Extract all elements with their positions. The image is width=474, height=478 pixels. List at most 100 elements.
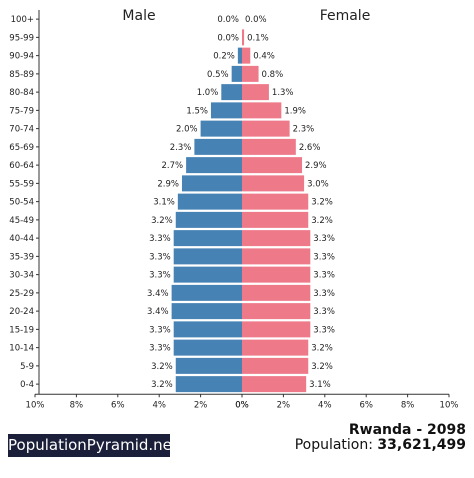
x-tick-label: 4%: [318, 400, 332, 410]
male-bar: [194, 138, 242, 155]
age-group-label: 60-64: [9, 161, 34, 171]
country-year-title: Rwanda - 2098: [348, 422, 466, 438]
female-bar: [242, 102, 282, 119]
male-value-label: 3.3%: [149, 344, 171, 354]
male-value-label: 3.3%: [149, 325, 171, 335]
female-bar: [242, 230, 311, 247]
female-value-label: 3.3%: [313, 325, 335, 335]
age-group-label: 5-9: [20, 362, 34, 372]
female-value-label: 3.2%: [311, 198, 333, 208]
age-group-label: 45-49: [9, 216, 34, 226]
female-value-label: 3.2%: [311, 362, 333, 372]
male-bar: [221, 84, 242, 101]
age-group-label: 80-84: [9, 88, 34, 98]
male-bar: [175, 211, 242, 228]
female-value-label: 1.9%: [284, 106, 306, 116]
age-group-label: 55-59: [9, 179, 34, 189]
male-value-label: 0.2%: [213, 52, 235, 62]
age-group-label: 15-19: [9, 325, 34, 335]
female-bar: [242, 157, 303, 174]
male-bar: [210, 102, 242, 119]
female-value-label: 2.6%: [299, 143, 321, 153]
male-value-label: 1.5%: [186, 106, 208, 116]
x-tick-label: 0%: [235, 400, 249, 410]
female-value-label: 3.0%: [307, 179, 329, 189]
age-group-label: 90-94: [9, 52, 34, 62]
age-group-label: 100+: [11, 15, 34, 25]
female-bar: [242, 47, 251, 64]
male-value-label: 3.4%: [147, 307, 169, 317]
x-tick-label: 4%: [152, 400, 166, 410]
female-value-label: 2.9%: [305, 161, 327, 171]
female-bar: [242, 193, 309, 210]
male-value-label: 3.2%: [151, 216, 173, 226]
male-bar: [237, 47, 242, 64]
female-value-label: 3.2%: [311, 216, 333, 226]
female-value-label: 0.1%: [247, 33, 269, 43]
male-bar: [200, 120, 242, 137]
x-tick-label: 0%: [235, 400, 249, 410]
age-group-label: 20-24: [9, 307, 34, 317]
population-total: Population: 33,621,499: [295, 437, 466, 453]
age-group-label: 0-4: [20, 380, 34, 390]
female-bar: [242, 248, 311, 265]
male-bar: [175, 376, 242, 393]
male-value-label: 3.2%: [151, 380, 173, 390]
male-value-label: 0.0%: [217, 15, 239, 25]
male-bar: [173, 339, 242, 356]
age-group-label: 75-79: [9, 106, 34, 116]
female-bar: [242, 120, 290, 137]
x-tick-label: 6%: [359, 400, 373, 410]
male-bar: [173, 266, 242, 283]
female-value-label: 0.4%: [253, 52, 275, 62]
male-value-label: 3.2%: [151, 362, 173, 372]
female-bar: [242, 339, 309, 356]
female-value-label: 0.8%: [262, 70, 284, 80]
age-group-label: 95-99: [9, 33, 34, 43]
female-bar: [242, 284, 311, 301]
male-value-label: 3.4%: [147, 289, 169, 299]
male-bar: [171, 303, 242, 320]
male-bar: [173, 321, 242, 338]
female-bar: [242, 29, 245, 46]
female-bar: [242, 175, 305, 192]
male-value-label: 2.7%: [162, 161, 184, 171]
female-bar: [242, 138, 296, 155]
x-tick-label: 2%: [277, 400, 291, 410]
female-bar: [242, 303, 311, 320]
male-value-label: 2.9%: [157, 179, 179, 189]
brand-logo[interactable]: PopulationPyramid.net: [8, 434, 178, 457]
x-tick-label: 8%: [401, 400, 415, 410]
age-group-label: 70-74: [9, 125, 34, 135]
male-bar: [177, 193, 242, 210]
age-group-label: 25-29: [9, 289, 34, 299]
female-bar: [242, 84, 269, 101]
legend-male: Male: [122, 8, 155, 24]
female-value-label: 0.0%: [245, 15, 267, 25]
x-tick-label: 6%: [111, 400, 125, 410]
age-group-label: 40-44: [9, 234, 34, 244]
male-value-label: 2.3%: [170, 143, 192, 153]
female-bar: [242, 211, 309, 228]
female-value-label: 3.2%: [311, 344, 333, 354]
population-value: 33,621,499: [377, 437, 466, 453]
male-value-label: 0.5%: [207, 70, 229, 80]
female-value-label: 3.3%: [313, 307, 335, 317]
legend-female: Female: [320, 8, 371, 24]
male-bar: [173, 248, 242, 265]
age-group-label: 85-89: [9, 70, 34, 80]
male-value-label: 0.0%: [217, 33, 239, 43]
male-value-label: 2.0%: [176, 125, 198, 135]
population-label: Population:: [294, 437, 378, 453]
male-bar: [186, 157, 242, 174]
female-bar: [242, 321, 311, 338]
female-bar: [242, 376, 307, 393]
male-value-label: 3.3%: [149, 234, 171, 244]
male-value-label: 3.1%: [153, 198, 175, 208]
age-group-label: 65-69: [9, 143, 34, 153]
female-value-label: 3.1%: [309, 380, 331, 390]
female-value-label: 3.3%: [313, 252, 335, 262]
female-value-label: 1.3%: [272, 88, 294, 98]
female-value-label: 3.3%: [313, 271, 335, 281]
x-tick-label: 10%: [26, 400, 45, 410]
